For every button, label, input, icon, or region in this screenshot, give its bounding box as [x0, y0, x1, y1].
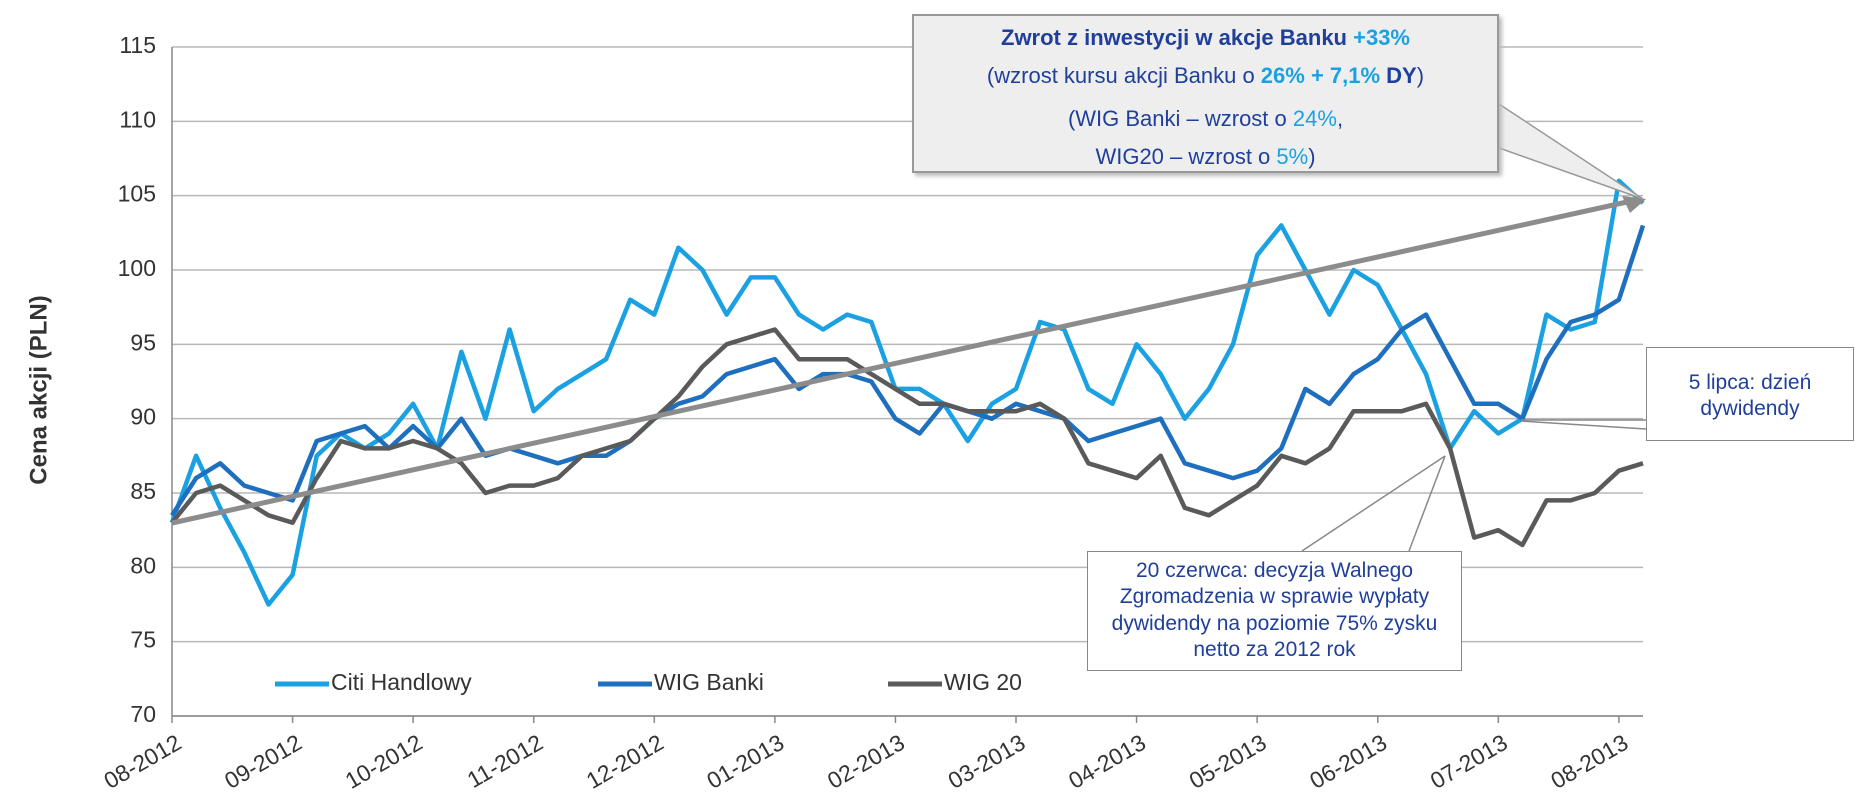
annotation-text: WIG20 – wzrost o: [1095, 143, 1277, 169]
annotation-text: dywidendy na poziomie 75% zysku: [1111, 611, 1438, 635]
x-tick-label: 06-2013: [1305, 729, 1391, 794]
annotation-box: 5 lipca: dzień dywidendy: [1646, 347, 1854, 441]
annotation-text: ,: [1336, 106, 1344, 131]
annotation-text: 26% + 7,1%: [1260, 62, 1381, 88]
annotation-text: (wzrost kursu akcji Banku o: [986, 62, 1261, 88]
annotation-text: 20 czerwca: decyzja Walnego: [1135, 559, 1414, 582]
y-tick-label: 75: [130, 627, 156, 653]
x-tick-label: 02-2013: [823, 729, 909, 794]
trend-arrow-head: [1622, 196, 1646, 213]
annotation-text: 24%: [1292, 106, 1337, 131]
y-tick-label: 100: [118, 255, 156, 281]
y-tick-label: 90: [130, 404, 156, 430]
callout-pointer: [1498, 102, 1644, 200]
callout-pointer: [1301, 455, 1446, 552]
x-tick-label: 05-2013: [1185, 729, 1271, 794]
legend-label: WIG 20: [944, 669, 1022, 695]
y-axis-label: Cena akcji (PLN): [25, 295, 52, 484]
y-tick-label: 85: [130, 478, 156, 504]
callout-pointer: [1408, 455, 1446, 552]
annotation-text: ): [1416, 62, 1425, 88]
y-tick-label: 110: [119, 106, 156, 132]
y-tick-label: 70: [130, 701, 156, 727]
x-tick-label: 10-2012: [341, 729, 427, 794]
series-line: [170, 224, 1646, 517]
annotation-text: netto za 2012 rok: [1193, 637, 1356, 661]
legend-label: Citi Handlowy: [331, 669, 472, 695]
x-tick-label: 01-2013: [702, 729, 788, 794]
annotation-box: Zwrot z inwestycji w akcje Banku +33% (w…: [912, 14, 1499, 173]
x-tick-label: 07-2013: [1426, 729, 1512, 794]
annotation-text: 5 lipca: dzień: [1688, 371, 1812, 394]
annotation-text: DY: [1380, 62, 1417, 88]
x-tick-label: 03-2013: [943, 729, 1029, 794]
y-tick-label: 95: [130, 329, 156, 355]
annotation-text: Zwrot z inwestycji w akcje Banku: [1001, 25, 1354, 50]
series-line: [170, 327, 1644, 548]
callout-pointer: [1520, 420, 1647, 430]
annotation-text: (WIG Banki – wzrost o: [1067, 106, 1293, 131]
y-tick-label: 80: [130, 552, 156, 578]
annotation-box: 20 czerwca: decyzja Walnego Zgromadzenia…: [1087, 551, 1462, 671]
legend-label: WIG Banki: [654, 669, 764, 695]
x-tick-label: 08-2012: [99, 729, 185, 794]
trend-arrow: [171, 197, 1637, 526]
annotation-text: +33%: [1353, 25, 1410, 50]
y-tick-label: 115: [119, 32, 156, 58]
annotation-text: dywidendy: [1700, 397, 1800, 421]
x-tick-label: 04-2013: [1064, 729, 1150, 794]
x-tick-label: 09-2012: [220, 729, 306, 794]
series-line: [169, 178, 1645, 607]
y-tick-label: 105: [118, 181, 156, 207]
annotation-text: Zgromadzenia w sprawie wypłaty: [1119, 585, 1430, 609]
annotation-text: ): [1308, 143, 1316, 169]
annotation-text: 5%: [1276, 143, 1309, 169]
x-tick-label: 08-2013: [1546, 729, 1632, 794]
x-tick-label: 11-2012: [463, 729, 548, 793]
x-tick-label: 12-2012: [582, 729, 668, 794]
